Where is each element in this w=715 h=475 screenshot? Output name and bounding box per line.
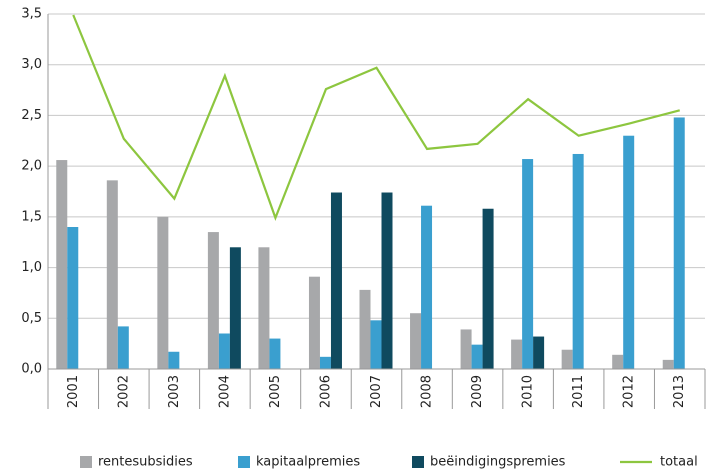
y-tick-label: 3,0 [21, 57, 42, 72]
bar [117, 326, 129, 369]
legend-label: rentesubsidies [98, 455, 193, 470]
x-tick-label: 2007 [369, 375, 384, 408]
bar [207, 232, 219, 369]
x-tick-label: 2001 [66, 375, 81, 408]
y-tick-label: 2,0 [21, 159, 42, 174]
y-tick-label: 0,0 [21, 362, 42, 377]
x-tick-label: 2002 [116, 375, 131, 408]
bar [258, 247, 270, 369]
bar [168, 351, 180, 369]
legend-swatch [412, 456, 424, 468]
bar [381, 192, 393, 369]
y-tick-label: 3,5 [21, 7, 42, 22]
y-tick-label: 1,5 [21, 209, 42, 224]
legend-label: kapitaalpremies [256, 455, 360, 470]
bar [511, 339, 523, 369]
legend-label: beëindigingspremies [430, 455, 566, 470]
legend-swatch [238, 456, 250, 468]
bar [662, 359, 674, 369]
bar [269, 338, 281, 369]
legend-swatch [80, 456, 92, 468]
bar [157, 216, 169, 369]
x-tick-label: 2008 [420, 375, 435, 408]
x-tick-label: 2003 [167, 375, 182, 408]
bar [359, 289, 371, 369]
bar [460, 329, 472, 369]
bar [229, 247, 241, 369]
bar [56, 160, 68, 369]
x-tick-label: 2013 [672, 375, 687, 408]
y-tick-label: 1,0 [21, 260, 42, 275]
bar [421, 205, 433, 369]
x-tick-label: 2011 [571, 375, 586, 408]
y-tick-label: 2,5 [21, 108, 42, 123]
x-tick-label: 2009 [470, 375, 485, 408]
bar [330, 192, 342, 369]
x-tick-label: 2006 [318, 375, 333, 408]
bar [106, 180, 118, 369]
bar [410, 313, 422, 369]
legend-label: totaal [660, 455, 698, 470]
bar [561, 349, 573, 369]
bar [471, 344, 483, 369]
y-tick-label: 0,5 [21, 311, 42, 326]
x-tick-label: 2004 [217, 375, 232, 408]
line [72, 14, 681, 222]
bar [612, 354, 624, 369]
bar [370, 320, 382, 369]
bar [623, 135, 635, 369]
bar [673, 117, 685, 369]
bar [67, 227, 79, 369]
bar [533, 336, 545, 369]
bar [522, 159, 534, 369]
bar [308, 276, 320, 369]
bar [572, 153, 584, 369]
bar [482, 208, 494, 369]
bar [218, 333, 230, 369]
x-tick-label: 2010 [521, 375, 536, 408]
bar [319, 356, 331, 369]
x-tick-label: 2012 [622, 375, 637, 408]
x-tick-label: 2005 [268, 375, 283, 408]
